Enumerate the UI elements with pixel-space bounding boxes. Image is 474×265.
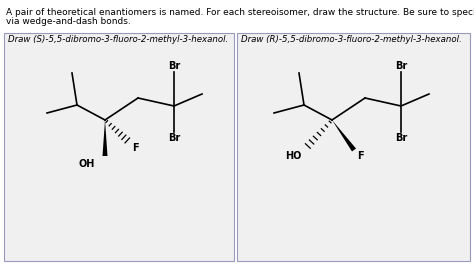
Text: OH: OH — [79, 159, 95, 169]
Text: Br: Br — [168, 133, 180, 143]
Text: Br: Br — [168, 61, 180, 71]
Polygon shape — [332, 120, 356, 152]
Text: A pair of theoretical enantiomers is named. For each stereoisomer, draw the stru: A pair of theoretical enantiomers is nam… — [6, 8, 474, 17]
Text: Draw (S)-5,5-dibromo-3-fluoro-2-methyl-3-hexanol.: Draw (S)-5,5-dibromo-3-fluoro-2-methyl-3… — [8, 35, 228, 44]
Text: Br: Br — [395, 61, 407, 71]
Bar — [4, 33, 234, 261]
Polygon shape — [102, 120, 108, 156]
Text: via wedge-and-dash bonds.: via wedge-and-dash bonds. — [6, 17, 131, 26]
Text: Draw (R)-5,5-dibromo-3-fluoro-2-methyl-3-hexanol.: Draw (R)-5,5-dibromo-3-fluoro-2-methyl-3… — [241, 35, 462, 44]
Text: F: F — [132, 143, 138, 153]
Text: HO: HO — [286, 151, 302, 161]
Text: F: F — [357, 151, 364, 161]
Text: Br: Br — [395, 133, 407, 143]
Bar — [237, 33, 470, 261]
